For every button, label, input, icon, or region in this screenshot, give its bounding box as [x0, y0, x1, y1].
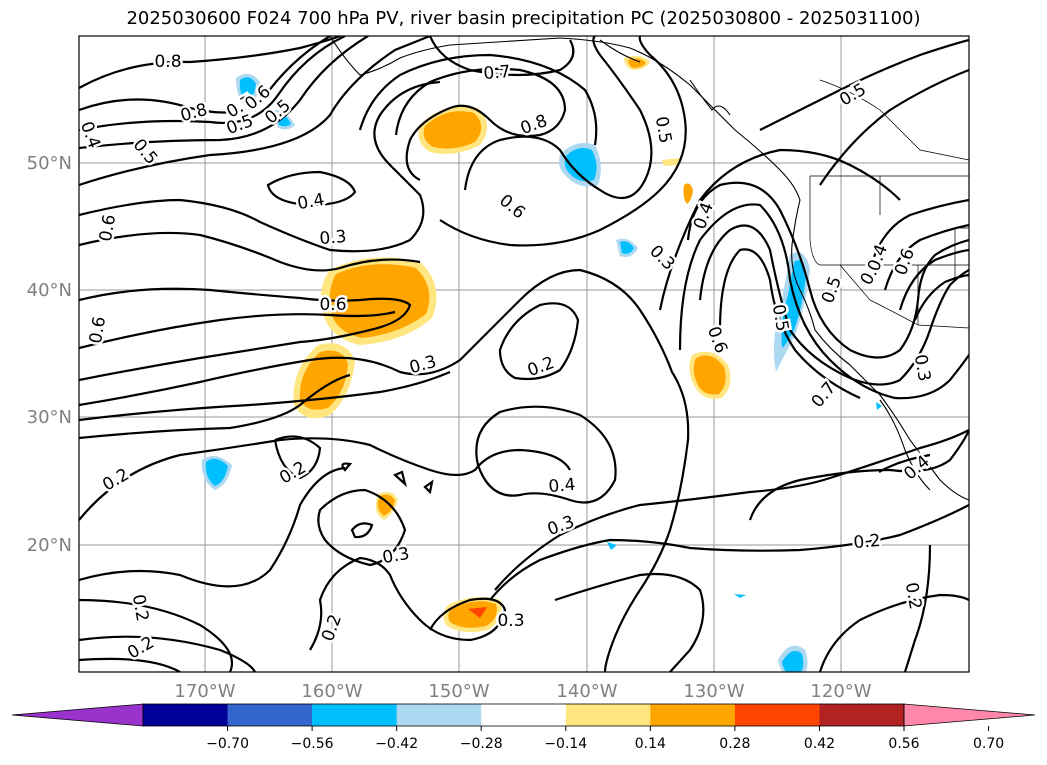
colorbar-tick-label: 0.70 [973, 736, 1004, 752]
colorbar-bin [650, 704, 736, 726]
colorbar-tick-labels: −0.70 −0.56 −0.42 −0.28 −0.14 0.14 0.28 0.42 0.5… [206, 726, 1004, 752]
colorbar-bin [143, 704, 229, 726]
colorbar-bin [312, 704, 398, 726]
colorbar-bin [481, 704, 567, 726]
lat-label-50n: 50°N [27, 153, 72, 174]
lat-label-30n: 30°N [27, 407, 72, 428]
colorbar-tick-label: −0.56 [291, 736, 334, 752]
colorbar-tick-label: 0.42 [804, 736, 835, 752]
contour-label-0-7-n: 0.7 [483, 62, 512, 84]
colorbar-tick-label: 0.56 [888, 736, 919, 752]
colorbar-bin [734, 704, 820, 726]
lon-label-130w: 130°W [683, 681, 744, 702]
contour-label-0-3-s3: 0.3 [497, 611, 524, 631]
coastlines [329, 36, 969, 501]
contour-label-0-8-nw: 0.8 [154, 52, 181, 72]
lon-label-170w: 170°W [174, 681, 235, 702]
contour-label-0-2-se: 0.2 [853, 531, 882, 553]
colorbar-bin [396, 704, 482, 726]
longitude-labels: 170°W 160°W 150°W 140°W 130°W 120°W [174, 681, 871, 702]
pv-contours [79, 36, 969, 672]
lon-label-160w: 160°W [301, 681, 362, 702]
colorbar-extend-low [11, 703, 144, 727]
colorbar-tick-label: −0.28 [460, 736, 503, 752]
map-frame [78, 35, 970, 673]
colorbar-bin [565, 704, 651, 726]
lon-label-120w: 120°W [810, 681, 871, 702]
colorbar-tick-label: −0.70 [206, 736, 249, 752]
map-title: 2025030600 F024 700 hPa PV, river basin … [126, 8, 921, 29]
precip-positive-patches [293, 55, 731, 633]
colorbar-tick-label: 0.14 [635, 736, 666, 752]
contour-label-0-4-s: 0.4 [548, 475, 577, 497]
colorbar-extend-high [903, 703, 1036, 727]
contour-label-0-3-mid: 0.3 [319, 227, 348, 249]
colorbar-tick-label: −0.42 [375, 736, 418, 752]
latitude-labels: 50°N 40°N 30°N 20°N [27, 153, 72, 556]
lat-label-40n: 40°N [27, 280, 72, 301]
contour-label-0-3-s2: 0.3 [381, 544, 411, 568]
contour-label-0-4-mid: 0.4 [296, 190, 326, 214]
colorbar [11, 703, 1036, 727]
contour-label-0-6-center: 0.6 [319, 295, 346, 315]
colorbar-tick-label: 0.28 [719, 736, 750, 752]
lon-label-140w: 140°W [556, 681, 617, 702]
colorbar-frame [142, 703, 905, 727]
colorbar-bin [819, 704, 905, 726]
lon-label-150w: 150°W [428, 681, 489, 702]
colorbar-tick-label: −0.14 [544, 736, 587, 752]
contour-label-0-2-far-se: 0.2 [901, 581, 925, 611]
lat-label-20n: 20°N [27, 535, 72, 556]
colorbar-bin [227, 704, 313, 726]
